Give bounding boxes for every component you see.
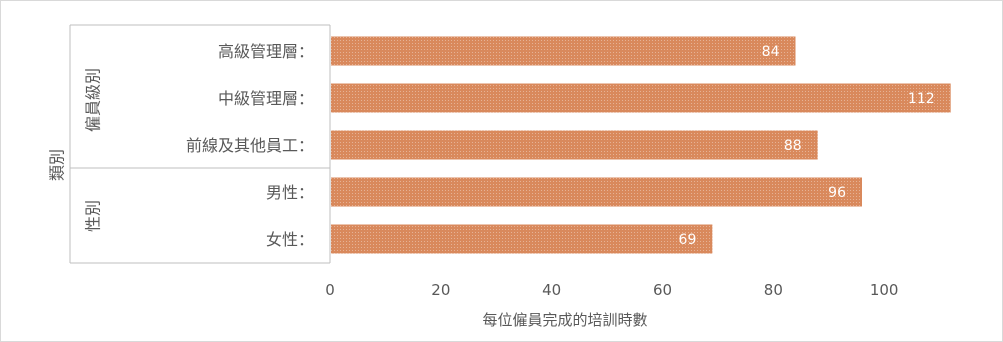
category-label: 中級管理層： xyxy=(218,89,314,108)
x-axis-ticks: 0 20 40 60 80 100 xyxy=(325,281,898,299)
bar xyxy=(331,177,862,207)
category-label: 前線及其他員工： xyxy=(186,136,314,155)
data-label: 69 xyxy=(679,232,697,248)
category-axis-frame xyxy=(69,24,331,264)
data-label: 88 xyxy=(784,138,802,154)
category-label: 男性： xyxy=(266,183,314,202)
x-axis-title: 每位僱員完成的培訓時數 xyxy=(482,311,647,329)
bar xyxy=(331,36,796,66)
outer-category-label: 類別 xyxy=(48,149,67,181)
x-tick-label: 20 xyxy=(431,281,450,299)
x-tick-label: 40 xyxy=(542,281,561,299)
x-tick-label: 80 xyxy=(764,281,783,299)
x-tick-label: 100 xyxy=(870,281,899,299)
data-labels: 84 112 88 96 69 xyxy=(679,44,935,248)
data-label: 96 xyxy=(828,185,846,201)
bar xyxy=(331,83,951,113)
bar xyxy=(331,224,713,254)
x-tick-label: 60 xyxy=(653,281,672,299)
category-labels: 高級管理層： 中級管理層： 前線及其他員工： 男性： 女性： xyxy=(186,42,314,249)
category-label: 高級管理層： xyxy=(218,42,314,61)
bars xyxy=(331,36,951,254)
data-label: 84 xyxy=(762,44,780,60)
group-label: 僱員級別 xyxy=(84,68,103,132)
category-label: 女性： xyxy=(266,230,314,249)
group-label: 性別 xyxy=(84,200,103,232)
x-tick-label: 0 xyxy=(325,281,335,299)
bar xyxy=(331,130,818,160)
data-label: 112 xyxy=(908,91,935,107)
